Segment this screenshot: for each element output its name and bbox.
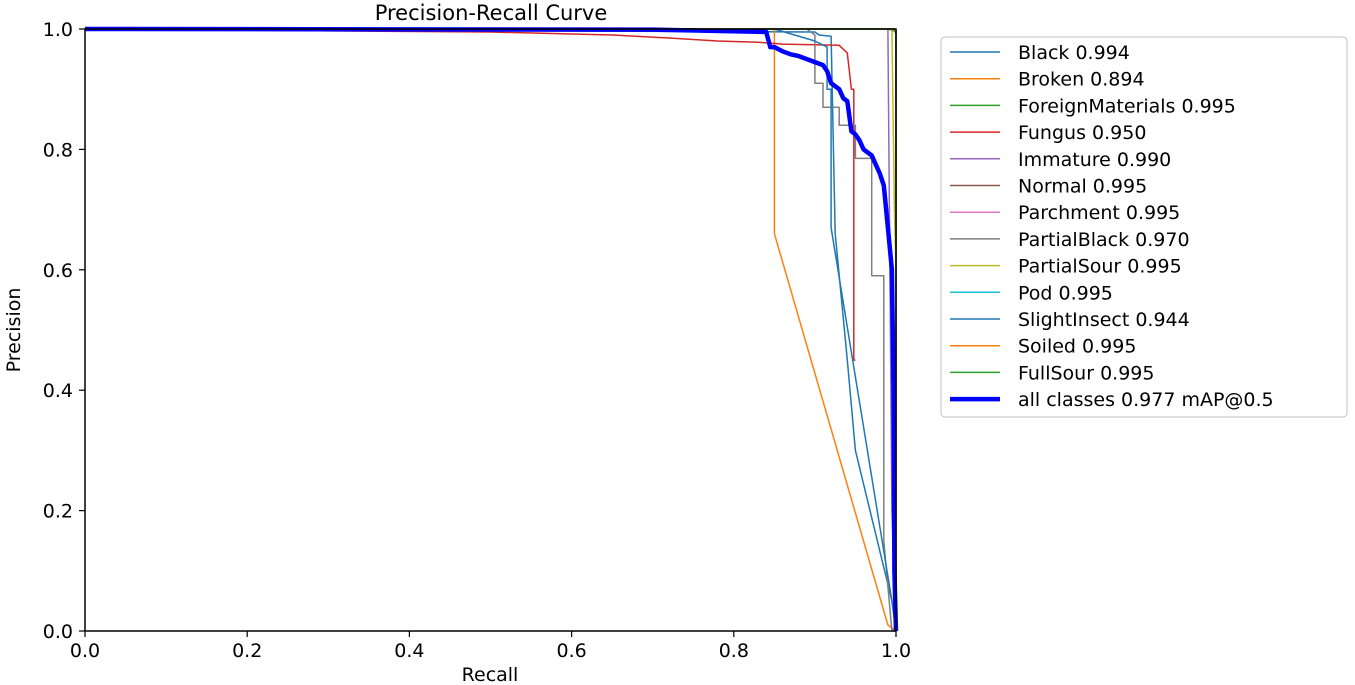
series-line-10 <box>85 28 897 632</box>
legend-label: PartialSour 0.995 <box>1018 256 1182 278</box>
legend-label: FullSour 0.995 <box>1018 362 1154 384</box>
x-tick-label: 0.6 <box>556 640 586 662</box>
y-tick-label: 0.2 <box>43 501 73 523</box>
axis-ticks: 0.0 0.2 0.4 0.6 0.8 1.0 0.0 0.2 0.4 0.6 0.8 1.0 <box>43 19 911 662</box>
x-tick-label: 0.8 <box>719 640 749 662</box>
legend-label: Pod 0.995 <box>1018 282 1113 304</box>
series-line-3 <box>84 28 856 361</box>
y-tick-label: 0.0 <box>43 621 73 643</box>
series-line-7 <box>85 28 896 632</box>
legend-label: Broken 0.894 <box>1018 69 1145 91</box>
legend-label: all classes 0.977 mAP@0.5 <box>1018 389 1274 411</box>
legend: Black 0.994 Broken 0.894 ForeignMaterials … <box>940 36 1348 418</box>
x-tick-label: 0.0 <box>70 640 100 662</box>
legend-label: Soiled 0.995 <box>1018 336 1136 358</box>
x-axis-label: Recall <box>462 664 519 685</box>
series-line-0 <box>84 28 897 632</box>
y-tick-label: 1.0 <box>43 19 73 41</box>
legend-label: Normal 0.995 <box>1018 176 1147 198</box>
legend-label: Immature 0.990 <box>1018 149 1171 171</box>
legend-label: PartialBlack 0.970 <box>1018 229 1190 251</box>
chart-title: Precision-Recall Curve <box>375 1 608 25</box>
y-tick-label: 0.6 <box>43 260 73 282</box>
series-line-13 <box>84 26 899 632</box>
plot-area-frame <box>84 28 897 632</box>
y-tick-label: 0.4 <box>43 380 73 402</box>
x-tick-label: 0.2 <box>232 640 262 662</box>
y-tick-label: 0.8 <box>43 139 73 161</box>
x-tick-label: 0.4 <box>394 640 424 662</box>
x-tick-label: 1.0 <box>881 640 911 662</box>
y-axis-label: Precision <box>3 288 25 373</box>
series-line-1 <box>85 28 897 632</box>
series-layer <box>84 26 899 632</box>
legend-label: Parchment 0.995 <box>1018 202 1180 224</box>
legend-label: ForeignMaterials 0.995 <box>1018 95 1236 117</box>
legend-label: Black 0.994 <box>1018 42 1130 64</box>
legend-label: Fungus 0.950 <box>1018 122 1146 144</box>
legend-frame <box>940 36 1348 418</box>
legend-label: SlightInsect 0.944 <box>1018 309 1190 331</box>
